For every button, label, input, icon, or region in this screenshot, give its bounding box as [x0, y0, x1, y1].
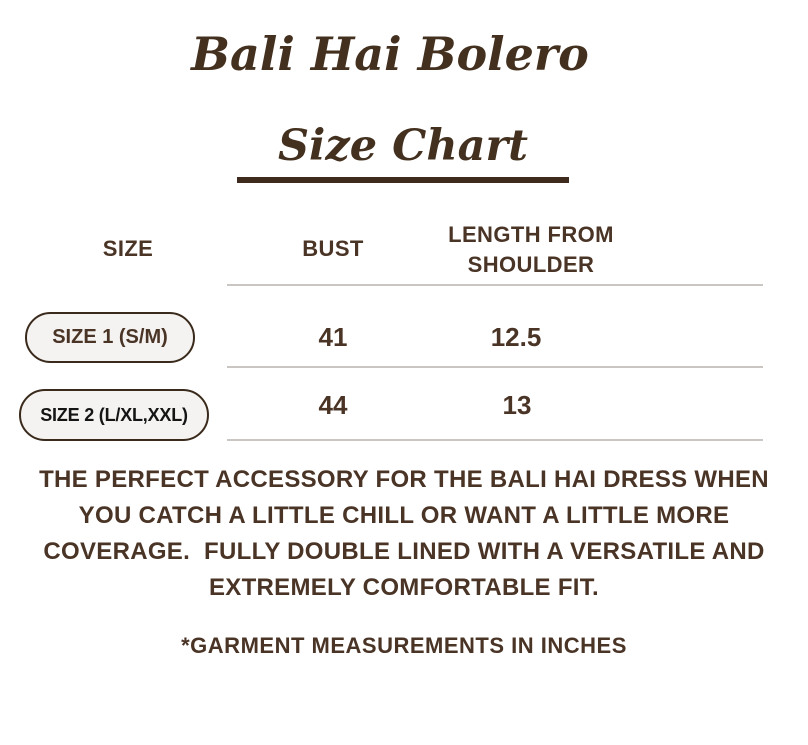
description-line: THE PERFECT ACCESSORY FOR THE BALI HAI D… [39, 466, 769, 493]
size-2-label: SIZE 2 (L/XL,XXL) [40, 404, 188, 425]
length-value-size-2: 13 [502, 390, 532, 420]
length-value-size-1: 12.5 [490, 322, 542, 352]
bust-value-size-1: 41 [318, 322, 348, 352]
product-title: Bali Hai Bolero [191, 27, 589, 81]
size-1-label: SIZE 1 (S/M) [52, 326, 168, 348]
column-header-length-from-shoulder: LENGTH FROM SHOULDER [448, 222, 614, 277]
column-header-bust: BUST [302, 236, 364, 261]
subtitle-underline [237, 177, 569, 183]
description-line: YOU CATCH A LITTLE CHILL OR WANT A LITTL… [78, 502, 730, 529]
size-chart-heading: Size Chart [277, 121, 528, 171]
size-2-pill: SIZE 2 (L/XL,XXL) [19, 389, 209, 441]
column-header-size: SIZE [102, 236, 154, 261]
size-1-pill: SIZE 1 (S/M) [25, 312, 195, 363]
table-divider-middle [227, 366, 763, 368]
description-text: THE PERFECT ACCESSORY FOR THE BALI HAI D… [14, 462, 794, 606]
description-line: COVERAGE. FULLY DOUBLE LINED WITH A VERS… [43, 538, 765, 565]
table-divider-top [227, 284, 763, 286]
measurements-footnote: *GARMENT MEASUREMENTS IN INCHES [181, 633, 627, 658]
description-line: EXTREMELY COMFORTABLE FIT. [208, 574, 600, 601]
table-divider-bottom [227, 439, 763, 441]
bust-value-size-2: 44 [318, 390, 348, 420]
